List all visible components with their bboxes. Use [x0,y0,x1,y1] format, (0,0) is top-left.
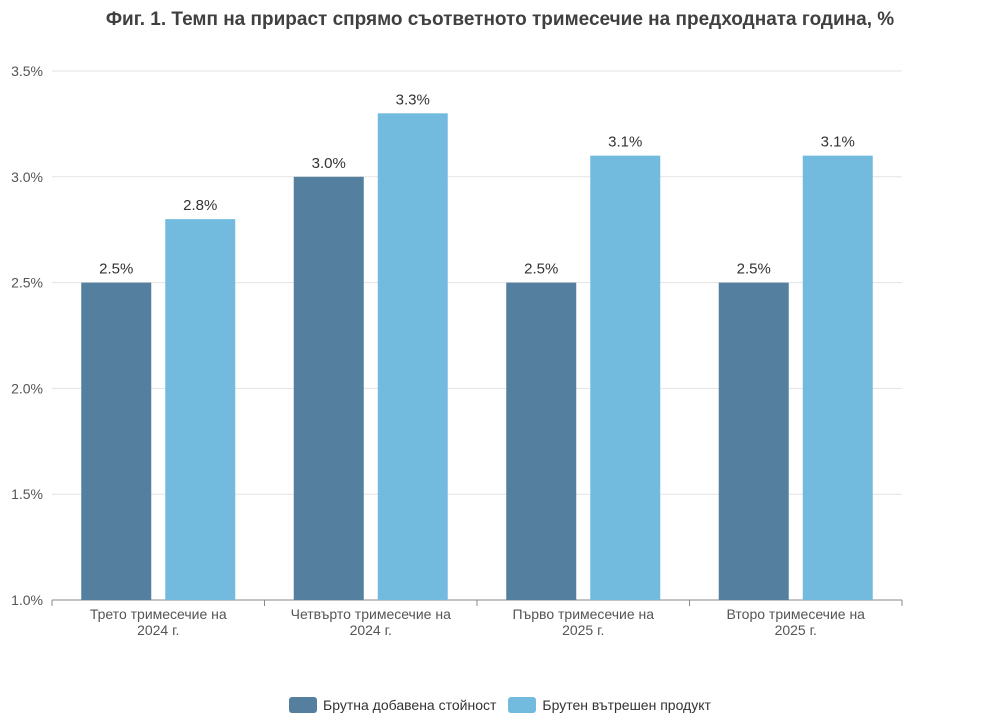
x-tick-label: Трето тримесечие на [90,606,227,622]
data-label: 3.0% [312,155,346,172]
chart-legend: Брутна добавена стойност Брутен вътрешен… [0,697,1000,713]
y-tick-label: 1.0% [11,592,43,608]
x-tick-label: Четвърто тримесечие на [291,606,451,622]
bar-chart: 1.0% 1.5% 2.0% 2.5% 3.0% 3.5% 2.5% 2.8% Трето тр… [11,63,903,638]
x-tick-label: 2025 г. [775,622,817,638]
y-tick-label: 2.0% [11,380,43,396]
data-label: 2.5% [99,261,133,278]
data-label: 3.3% [396,91,430,108]
bar [377,113,448,600]
x-tick-label: 2024 г. [350,622,392,638]
bar [165,219,236,600]
data-label: 2.8% [183,197,217,214]
bar [590,155,661,600]
data-label: 3.1% [608,134,642,151]
chart-title: Фиг. 1. Темп на прираст спрямо съответно… [105,9,895,30]
x-tick-label: 2025 г. [562,622,604,638]
data-label: 2.5% [524,261,558,278]
x-tick-label: 2024 г. [137,622,179,638]
legend-swatch-gdp [508,697,537,713]
legend-item-gva[interactable]: Брутна добавена стойност [289,697,496,713]
bar [293,176,364,601]
data-label: 2.5% [737,261,771,278]
y-tick-label: 3.0% [11,169,43,185]
y-tick-label: 3.5% [11,63,43,79]
x-tick-label: Първо тримесечие на [512,606,654,622]
legend-swatch-gva [289,697,318,713]
legend-item-gdp[interactable]: Брутен вътрешен продукт [508,697,711,713]
bar [718,282,789,600]
legend-label-gva: Брутна добавена стойност [323,697,497,713]
data-label: 3.1% [821,134,855,151]
y-tick-label: 2.5% [11,275,43,291]
bar [802,155,873,600]
legend-label-gdp: Брутен вътрешен продукт [542,697,711,713]
y-tick-label: 1.5% [11,486,43,502]
bar [506,282,577,600]
x-tick-label: Второ тримесечие на [727,606,866,622]
bar [81,282,152,600]
